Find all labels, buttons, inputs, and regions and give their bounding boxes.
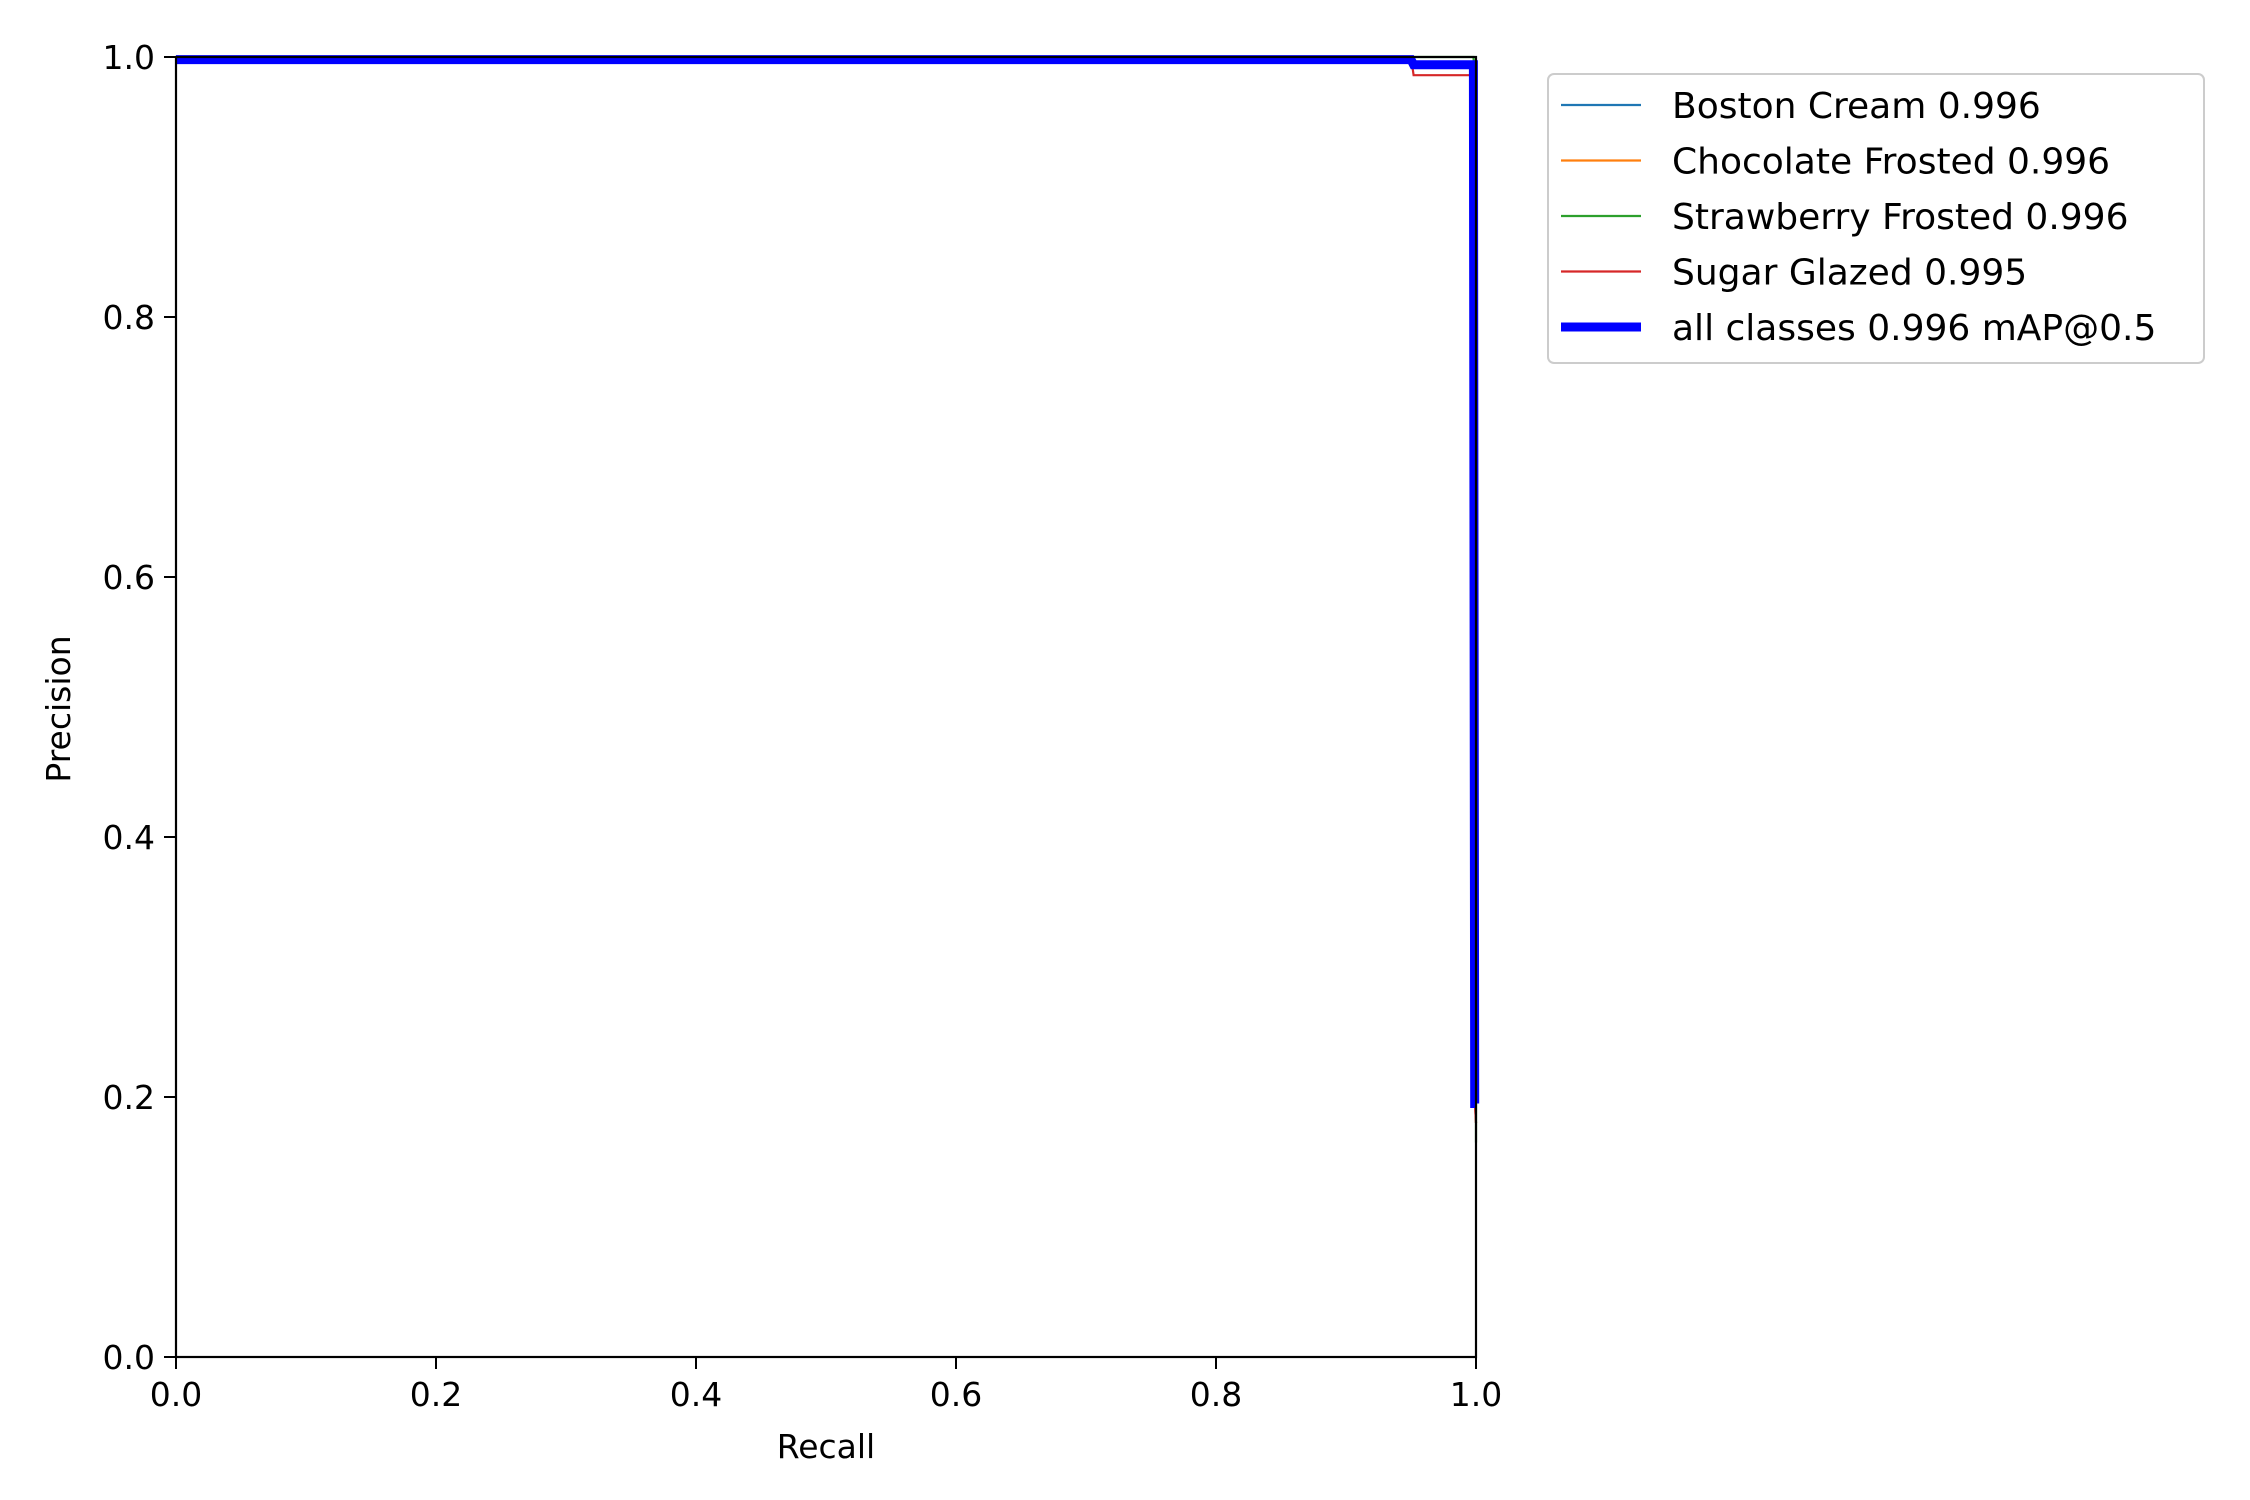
y-tick-label: 0.2: [103, 1078, 155, 1117]
x-tick-label: 0.4: [670, 1375, 722, 1414]
x-tick-label: 0.6: [930, 1375, 982, 1414]
x-tick-label: 0.8: [1190, 1375, 1242, 1414]
legend-label-0: Boston Cream 0.996: [1672, 86, 2041, 127]
y-tick-label: 0.4: [103, 818, 155, 857]
y-axis-label: Precision: [39, 635, 78, 782]
y-tick-label: 0.6: [103, 558, 155, 597]
legend-label-4: all classes 0.996 mAP@0.5: [1672, 308, 2156, 349]
y-tick-label: 0.8: [103, 298, 155, 337]
x-tick-label: 0.2: [410, 1375, 462, 1414]
axes-frame: [174, 55, 1478, 1359]
legend-label-1: Chocolate Frosted 0.996: [1672, 142, 2110, 183]
axes: 0.0 0.2 0.4 0.6 0.8 1.0 0.0 0.2 0.4 0.6 0.8 1.0: [103, 38, 1503, 1414]
x-tick-label: 1.0: [1450, 1375, 1502, 1414]
legend-label-2: Strawberry Frosted 0.996: [1672, 197, 2129, 238]
legend-label-3: Sugar Glazed 0.995: [1672, 253, 2027, 294]
legend-box: [1547, 73, 2205, 364]
y-tick-label: 1.0: [103, 38, 155, 77]
x-axis-label: Recall: [777, 1427, 875, 1466]
x-tick-label: 0.0: [150, 1375, 202, 1414]
y-tick-label: 0.0: [103, 1338, 155, 1377]
legend: Boston Cream 0.996 Chocolate Frosted 0.99…: [1547, 73, 2205, 364]
